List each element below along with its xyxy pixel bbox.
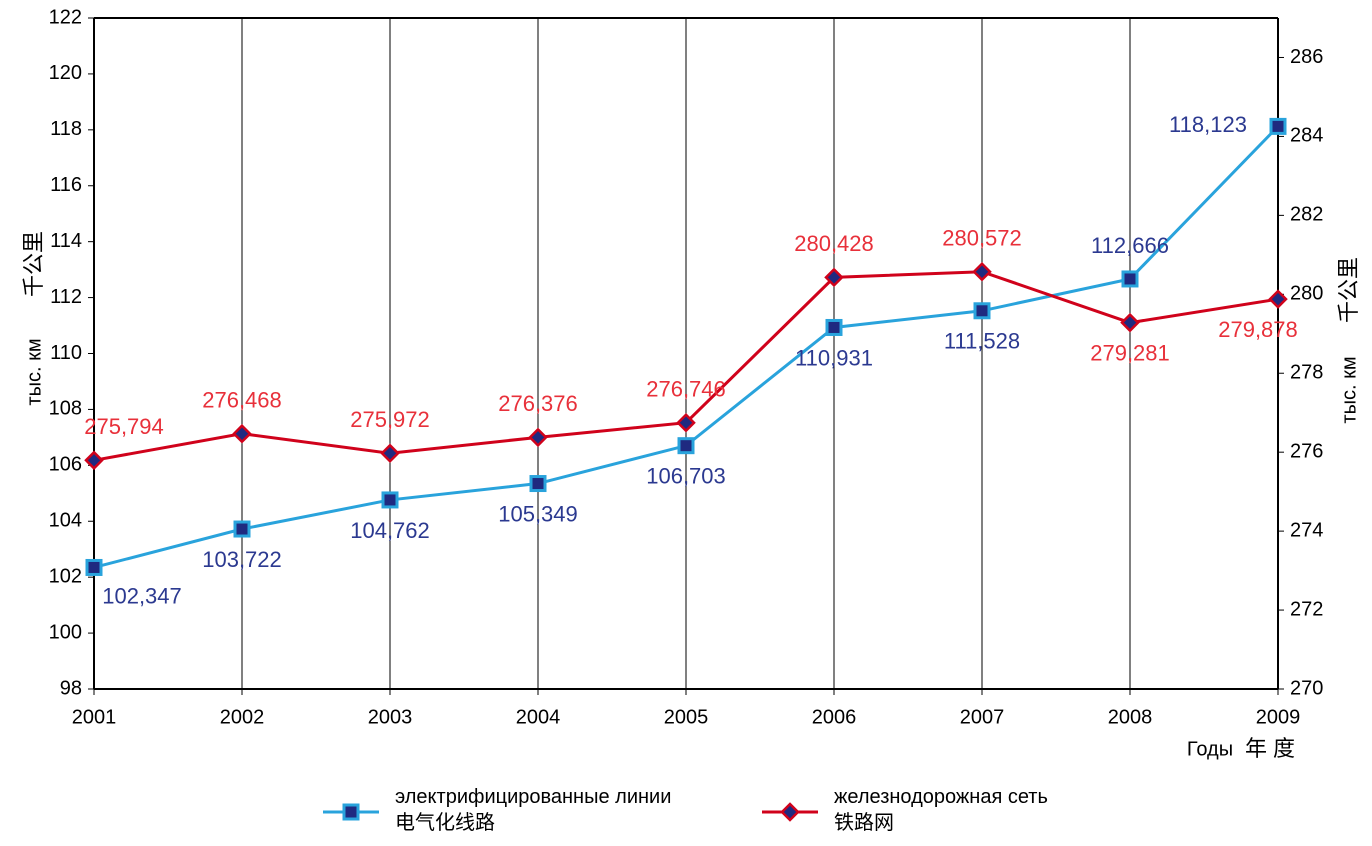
- marker: [972, 261, 992, 282]
- x-tick-label: 2003: [368, 706, 413, 728]
- y-tick-label: 118: [50, 118, 82, 140]
- data-label: 280,428: [794, 231, 874, 256]
- data-label: 275,972: [350, 407, 430, 432]
- y2-tick-label: 272: [1290, 598, 1323, 620]
- marker: [232, 423, 252, 444]
- marker: [1269, 117, 1287, 135]
- marker: [85, 558, 103, 576]
- y-tick-label: 110: [50, 342, 82, 364]
- data-label: 102,347: [102, 583, 182, 608]
- x-tick-label: 2007: [960, 706, 1005, 728]
- y-tick-label: 106: [49, 454, 82, 476]
- data-label: 111,528: [944, 329, 1020, 354]
- marker: [677, 437, 695, 455]
- data-label: 276,746: [646, 377, 726, 402]
- marker: [676, 412, 696, 433]
- data-label: 103,722: [202, 547, 282, 572]
- y2-tick-label: 284: [1290, 125, 1323, 147]
- marker: [973, 302, 991, 320]
- x-tick-label: 2001: [72, 706, 117, 728]
- y2-tick-label: 286: [1290, 46, 1323, 68]
- data-label: 279,281: [1090, 340, 1170, 365]
- legend-line-text: 铁路网: [834, 811, 894, 834]
- data-label: 275,794: [84, 414, 164, 439]
- legend-line-text: 电气化线路: [395, 811, 495, 834]
- marker: [84, 450, 104, 471]
- legend-marker: [342, 803, 360, 821]
- y-tick-label: 116: [50, 174, 82, 196]
- marker: [528, 427, 548, 448]
- legend-label: электрифицированные линии 电气化线路: [395, 786, 671, 834]
- y2-tick-label: 276: [1290, 440, 1323, 462]
- y-tick-label: 100: [49, 621, 82, 643]
- x-tick-label: 2002: [220, 706, 265, 728]
- data-label: 110,931: [795, 345, 873, 370]
- data-label: 276,468: [202, 388, 282, 413]
- y-tick-label: 98: [60, 677, 82, 699]
- marker: [1121, 270, 1139, 288]
- y-tick-label: 104: [49, 510, 82, 532]
- y2-axis-label: тыс. км: [1338, 356, 1360, 423]
- y-tick-label: 102: [49, 565, 82, 587]
- y-tick-label: 112: [50, 286, 82, 308]
- legend-line-text: электрифицированные линии: [395, 786, 671, 808]
- y-tick-label: 120: [49, 62, 82, 84]
- marker: [1268, 289, 1288, 309]
- marker: [825, 318, 843, 336]
- marker: [380, 443, 400, 464]
- data-label: 104,762: [350, 518, 430, 543]
- y-tick-label: 108: [49, 398, 82, 420]
- y2-axis-label: 千公里: [1336, 257, 1361, 323]
- data-label: 118,123: [1169, 112, 1247, 137]
- x-axis-label: 年 度: [1245, 736, 1295, 761]
- x-axis-label: Годы: [1187, 738, 1233, 760]
- y-tick-label: 114: [50, 230, 82, 252]
- x-tick-label: 2004: [516, 706, 561, 728]
- y-tick-label: 122: [49, 6, 82, 28]
- data-label: 105,349: [498, 501, 578, 526]
- y-axis-label: тыс. км: [23, 338, 45, 405]
- x-tick-label: 2008: [1108, 706, 1153, 728]
- marker: [824, 267, 844, 288]
- x-tick-label: 2005: [664, 706, 709, 728]
- data-label: 280,572: [942, 226, 1022, 251]
- y2-tick-label: 274: [1290, 519, 1323, 541]
- y-axis-label: 千公里: [21, 231, 46, 297]
- data-label: 112,666: [1091, 233, 1169, 258]
- data-label: 106,703: [646, 463, 726, 488]
- y2-tick-label: 282: [1290, 204, 1323, 226]
- x-tick-label: 2009: [1256, 706, 1301, 728]
- legend-label: железнодорожная сеть 铁路网: [834, 786, 1048, 834]
- y2-tick-label: 270: [1290, 677, 1323, 699]
- data-label: 276,376: [498, 391, 578, 416]
- legend-marker: [780, 802, 800, 822]
- marker: [1120, 312, 1140, 333]
- y2-tick-label: 278: [1290, 362, 1323, 384]
- marker: [529, 475, 547, 493]
- marker: [381, 491, 399, 509]
- y2-tick-label: 280: [1290, 283, 1323, 305]
- legend-line-text: железнодорожная сеть: [834, 786, 1048, 808]
- marker: [233, 520, 251, 538]
- data-label: 279,878: [1218, 317, 1298, 342]
- x-tick-label: 2006: [812, 706, 857, 728]
